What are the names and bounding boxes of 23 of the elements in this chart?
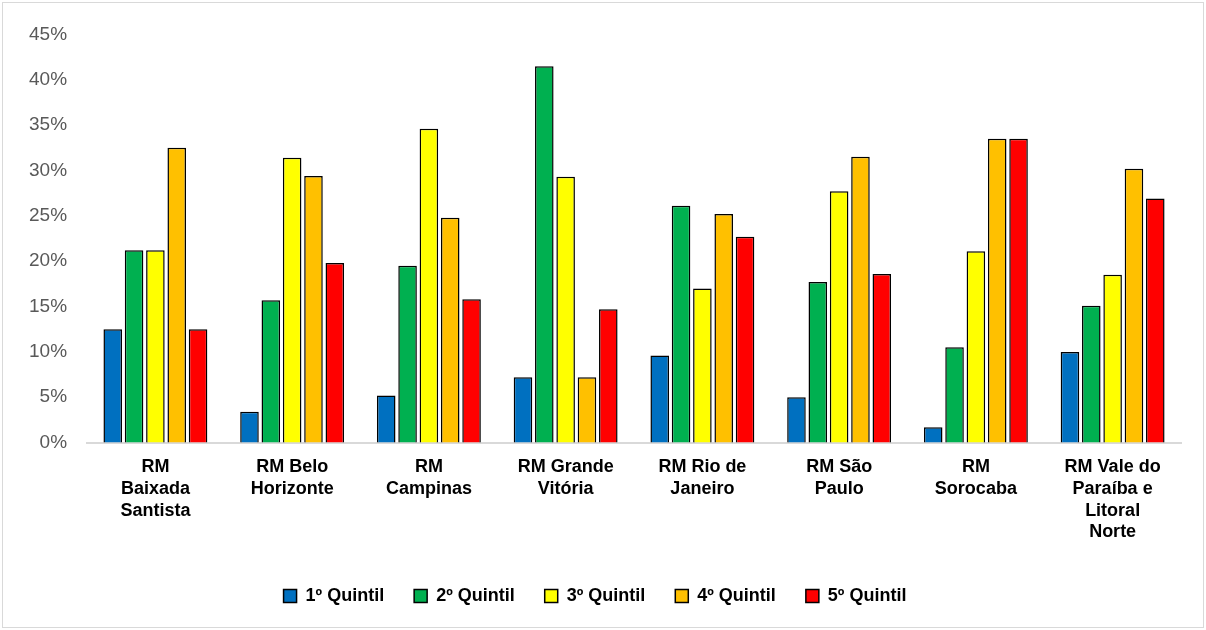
y-tick-label: 0% <box>39 430 68 452</box>
y-tick-label: 30% <box>29 158 68 180</box>
y-tick-label: 20% <box>29 249 68 271</box>
legend-label: 1º Quintil <box>305 584 385 605</box>
legend-label: 4º Quintil <box>697 584 776 605</box>
legend-label: 5º Quintil <box>827 584 907 605</box>
y-tick-label: 45% <box>29 22 68 44</box>
x-tick-label: RM Baixada Santista <box>120 456 192 520</box>
y-tick-label: 5% <box>39 385 68 407</box>
x-tick-label: RM Rio de Janeiro <box>658 456 747 498</box>
y-tick-label: 15% <box>29 294 68 316</box>
y-tick-label: 40% <box>29 67 68 89</box>
y-tick-label: 10% <box>29 340 68 362</box>
x-tick-label: RM Vale do Paraíba e Litoral Norte <box>1064 456 1161 542</box>
y-tick-label: 35% <box>29 113 68 135</box>
legend-label: 2º Quintil <box>436 584 515 605</box>
y-tick-label: 25% <box>29 204 68 226</box>
legend-label: 3º Quintil <box>566 584 646 605</box>
x-tick-label: RM Belo Horizonte <box>250 456 334 498</box>
x-tick-label: RM Grande Vitória <box>517 456 614 498</box>
x-tick-label: RM Campinas <box>385 456 472 498</box>
x-tick-label: RM Sorocaba <box>934 456 1018 498</box>
x-tick-label: RM São Paulo <box>806 456 873 498</box>
